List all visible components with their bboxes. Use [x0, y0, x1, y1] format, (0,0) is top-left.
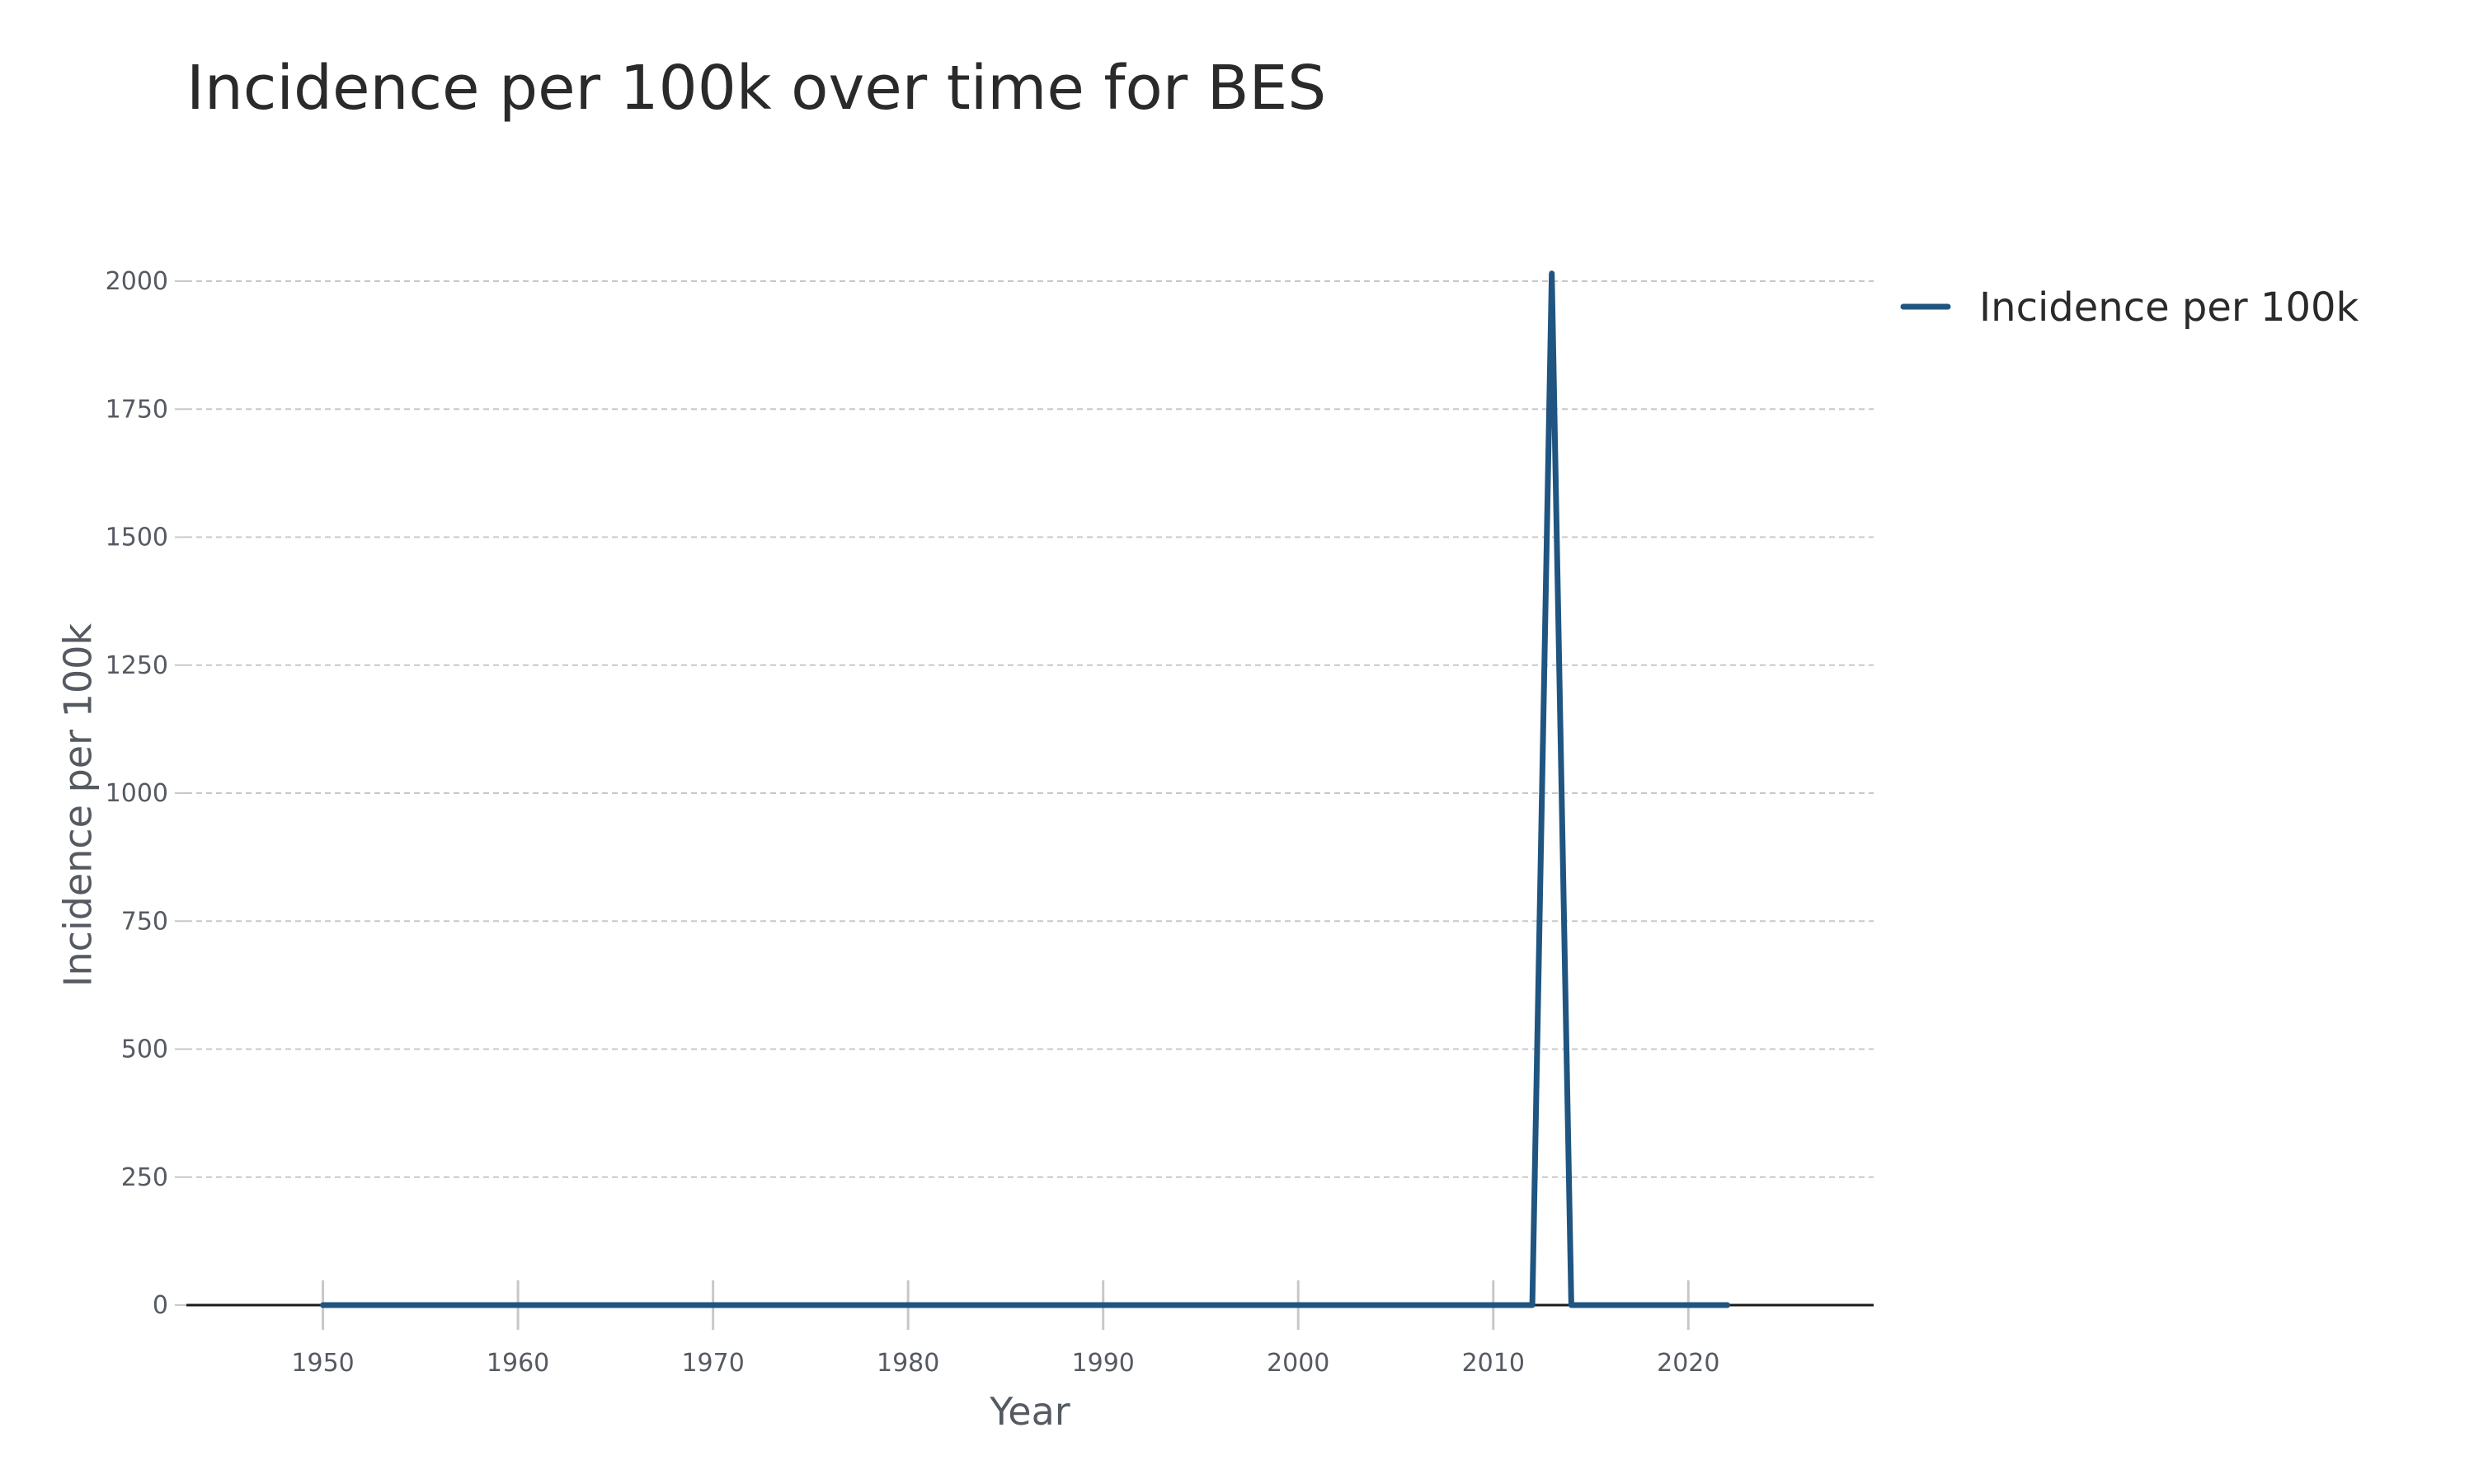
y-tick-label: 0	[153, 1291, 168, 1320]
y-tick-label: 500	[121, 1036, 168, 1064]
axes: 0 250 500 750 1000 1250 1500 1750 2000 1950 1960 19…	[106, 267, 1874, 1378]
x-tick-label: 2000	[1267, 1349, 1329, 1378]
x-axis-title: Year	[989, 1389, 1070, 1434]
y-tick-label: 1000	[106, 779, 168, 808]
legend[interactable]: Incidence per 100k	[1900, 284, 2359, 331]
gridlines	[186, 280, 1874, 1178]
chart-title: Incidence per 100k over time for BES	[186, 53, 1327, 124]
x-tick-label: 1950	[291, 1349, 354, 1378]
series-line	[320, 270, 1731, 1308]
y-tick-label: 1250	[106, 651, 168, 680]
x-tick-label: 1970	[681, 1349, 744, 1378]
x-tick-label: 2010	[1462, 1349, 1525, 1378]
y-tick-label: 250	[121, 1163, 168, 1192]
series-layer	[320, 270, 1731, 1308]
y-axis-title: Incidence per 100k	[56, 623, 101, 987]
legend-label: Incidence per 100k	[1979, 284, 2359, 331]
x-tick-label: 1980	[877, 1349, 939, 1378]
y-tick-label: 1500	[106, 524, 168, 552]
x-tick-label: 1990	[1072, 1349, 1135, 1378]
y-tick-label: 1750	[106, 395, 168, 424]
x-tick-label: 2020	[1657, 1349, 1719, 1378]
y-tick-label: 2000	[106, 267, 168, 296]
y-tick-label: 750	[121, 907, 168, 936]
x-tick-label: 1960	[487, 1349, 549, 1378]
